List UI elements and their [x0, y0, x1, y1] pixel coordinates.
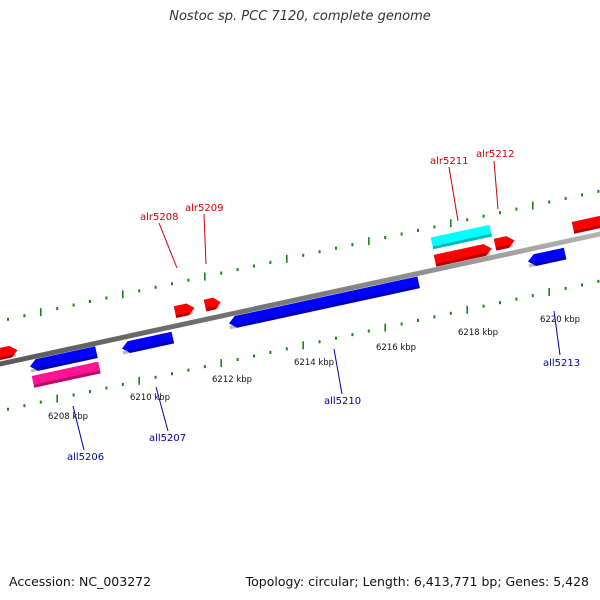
gene-label-all5213[interactable]: all5213 — [543, 358, 580, 369]
gene-leader-line — [155, 386, 169, 432]
reverse-gene-arrow-body — [30, 346, 98, 371]
ruler-label: 6220 kbp — [540, 315, 580, 325]
reverse-gene-arrow-shade — [30, 355, 98, 373]
cyan-feature-block[interactable] — [430, 224, 492, 250]
cyan-feature-block-shade — [432, 233, 492, 250]
reverse-gene-arrow[interactable] — [29, 346, 98, 373]
gene-leader-line — [158, 222, 178, 269]
forward-gene-arrow-shade — [495, 244, 514, 251]
magenta-feature-block[interactable] — [31, 361, 101, 388]
gene-leader-line — [448, 166, 459, 222]
gene-leader-line — [493, 160, 499, 210]
reverse-gene-arrow-body — [229, 276, 420, 328]
cyan-feature-block-body — [430, 224, 492, 250]
forward-gene-arrow-shade — [205, 305, 220, 312]
gene-leader-line — [553, 310, 561, 356]
forward-gene-arrow[interactable] — [493, 235, 516, 251]
forward-gene-arrow-body — [571, 216, 600, 234]
gene-label-all5210[interactable]: all5210 — [324, 396, 361, 407]
accession-text: Accession: NC_003272 — [9, 574, 152, 589]
reverse-gene-arrow[interactable] — [228, 276, 420, 330]
gene-label-alr5209[interactable]: alr5209 — [185, 203, 223, 214]
reverse-gene-arrow-shade — [528, 256, 567, 268]
gene-leader-line — [203, 213, 207, 265]
forward-gene-arrow-body — [203, 297, 221, 312]
ruler-label: 6216 kbp — [376, 343, 416, 353]
ruler-label: 6208 kbp — [48, 412, 88, 422]
ruler-label: 6218 kbp — [458, 328, 498, 338]
forward-gene-arrow-shade — [573, 223, 600, 234]
forward-gene-arrow[interactable] — [0, 344, 19, 361]
forward-gene-arrow-shade — [175, 311, 194, 318]
reverse-gene-arrow-shade — [122, 340, 175, 355]
gene-leader-line — [72, 405, 85, 451]
ruler-label: 6210 kbp — [130, 393, 170, 403]
forward-gene-arrow-body — [493, 236, 515, 251]
gene-label-alr5212[interactable]: alr5212 — [476, 149, 514, 160]
reverse-gene-arrow[interactable] — [527, 247, 567, 268]
forward-gene-arrow[interactable] — [173, 302, 196, 318]
forward-gene-arrow-shade — [0, 353, 17, 361]
forward-gene-arrow[interactable] — [203, 296, 222, 312]
forward-gene-arrow-shade — [435, 251, 491, 267]
gene-label-all5206[interactable]: all5206 — [67, 452, 104, 463]
reverse-gene-arrow[interactable] — [121, 331, 175, 355]
gene-label-alr5208[interactable]: alr5208 — [140, 212, 178, 223]
gene-leader-line — [333, 348, 343, 395]
genome-title: Nostoc sp. PCC 7120, complete genome — [169, 9, 431, 24]
forward-gene-arrow[interactable] — [433, 243, 493, 267]
ruler-label: 6214 kbp — [294, 358, 334, 368]
forward-gene-arrow-body — [173, 303, 195, 318]
gene-label-all5207[interactable]: all5207 — [149, 433, 186, 444]
forward-gene-arrow-body — [433, 244, 492, 267]
genome-summary-text: Topology: circular; Length: 6,413,771 bp… — [245, 574, 589, 589]
reverse-gene-arrow-body — [528, 247, 567, 266]
ruler-label: 6212 kbp — [212, 375, 252, 385]
genome-backbone — [0, 231, 600, 367]
gene-label-alr5211[interactable]: alr5211 — [430, 156, 468, 167]
reverse-gene-arrow-shade — [229, 285, 420, 330]
magenta-feature-block-shade — [33, 370, 101, 388]
reverse-gene-arrow-body — [122, 331, 175, 353]
forward-gene-arrow[interactable] — [571, 215, 600, 234]
magenta-feature-block-body — [31, 361, 101, 388]
forward-gene-arrow-body — [0, 345, 18, 361]
